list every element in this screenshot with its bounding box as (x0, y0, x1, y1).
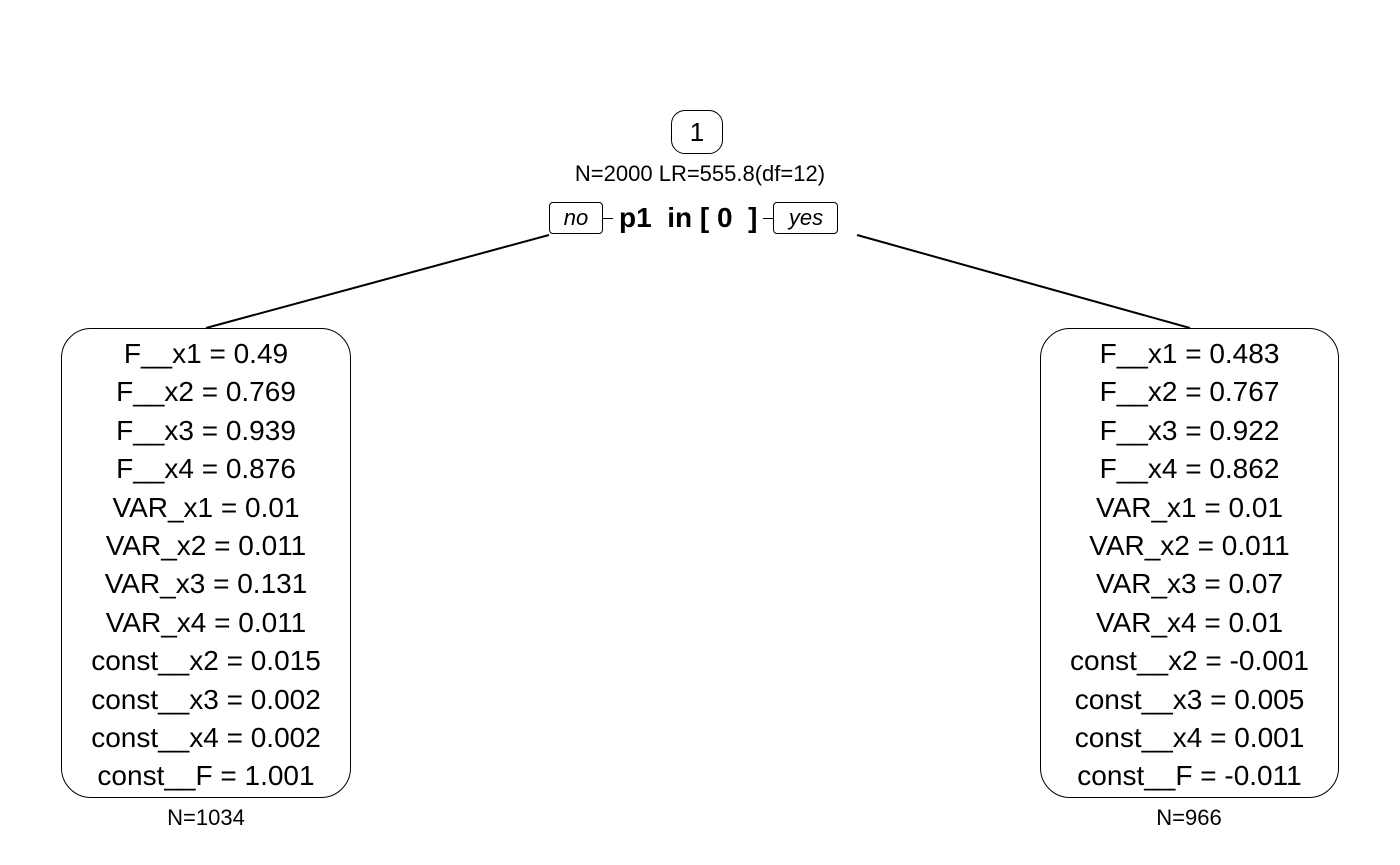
leaf-param: F__x2 = 0.767 (1099, 376, 1280, 408)
root-node-id: 1 (671, 110, 723, 154)
leaf-node-right: F__x1 = 0.483 F__x2 = 0.767 F__x3 = 0.92… (1040, 328, 1339, 798)
leaf-param: VAR_x1 = 0.01 (112, 491, 300, 523)
branch-no-tag: no (549, 202, 603, 234)
leaf-param: const__x2 = -0.001 (1070, 645, 1309, 677)
leaf-param: const__x4 = 0.001 (1074, 721, 1305, 753)
leaf-param: VAR_x4 = 0.011 (105, 606, 307, 638)
leaf-param: const__F = 1.001 (97, 760, 315, 792)
leaf-param: VAR_x1 = 0.01 (1095, 491, 1284, 523)
leaf-param: F__x3 = 0.922 (1099, 414, 1280, 446)
split-condition-row: no p1 in [ 0 ] yes (549, 201, 839, 235)
leaf-param: VAR_x4 = 0.01 (1095, 606, 1284, 638)
split-connector-left (603, 217, 613, 219)
leaf-param: F__x2 = 0.769 (116, 376, 296, 408)
leaf-param: VAR_x3 = 0.07 (1095, 568, 1284, 600)
leaf-right-count: N=966 (1156, 805, 1222, 830)
leaf-param: const__x2 = 0.015 (91, 645, 321, 677)
edge-no (205, 234, 550, 329)
leaf-param: F__x1 = 0.49 (123, 338, 289, 369)
leaf-param: const__x3 = 0.002 (91, 683, 321, 715)
leaf-param: VAR_x2 = 0.011 (105, 529, 307, 561)
leaf-node-left: F__x1 = 0.49 F__x2 = 0.769 F__x3 = 0.939… (61, 328, 351, 798)
leaf-param: F__x4 = 0.862 (1099, 453, 1280, 485)
leaf-param: F__x4 = 0.876 (116, 453, 296, 485)
branch-yes-tag: yes (773, 202, 839, 234)
root-node-stats: N=2000 LR=555.8(df=12) (574, 161, 826, 186)
leaf-param: VAR_x3 = 0.131 (104, 568, 308, 600)
leaf-left-count: N=1034 (167, 805, 245, 830)
edge-yes (856, 234, 1191, 329)
leaf-param: const__x4 = 0.002 (91, 721, 321, 753)
split-condition: p1 in [ 0 ] (619, 202, 758, 233)
split-connector-right (763, 217, 774, 219)
leaf-param: VAR_x2 = 0.011 (1089, 529, 1290, 561)
leaf-param: F__x1 = 0.483 (1099, 338, 1280, 369)
leaf-param: const__F = -0.011 (1077, 760, 1302, 792)
leaf-param: const__x3 = 0.005 (1074, 683, 1305, 715)
leaf-param: F__x3 = 0.939 (116, 414, 296, 446)
